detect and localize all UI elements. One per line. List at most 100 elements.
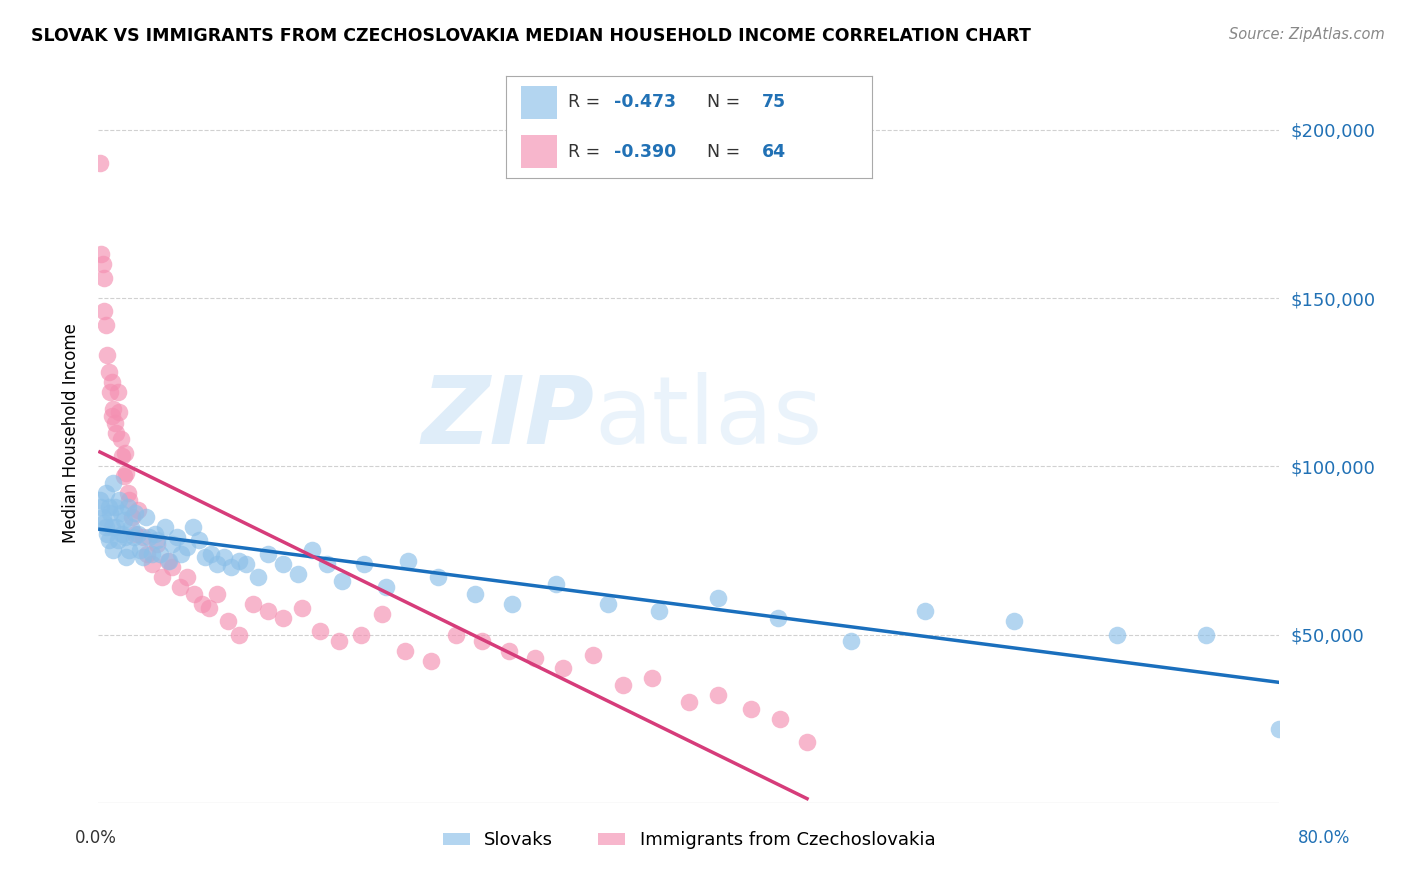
Text: SLOVAK VS IMMIGRANTS FROM CZECHOSLOVAKIA MEDIAN HOUSEHOLD INCOME CORRELATION CHA: SLOVAK VS IMMIGRANTS FROM CZECHOSLOVAKIA… [31,27,1031,45]
Point [464,587,486,601]
Point [257,604,280,618]
Point [128,543,150,558]
Bar [520,87,557,119]
Point [194,550,217,565]
Point [257,547,280,561]
Point [157,553,180,567]
Point [103,476,125,491]
Point [200,547,222,561]
Point [162,560,183,574]
Point [121,509,143,524]
Point [501,597,523,611]
Point [205,557,228,571]
Point [841,634,863,648]
Point [330,574,353,588]
Point [107,533,129,548]
Point [104,416,127,430]
Point [205,587,228,601]
Text: Source: ZipAtlas.com: Source: ZipAtlas.com [1229,27,1385,42]
Point [394,644,416,658]
Point [127,503,149,517]
Point [127,526,149,541]
Point [166,530,188,544]
Point [91,509,114,524]
Point [287,566,309,581]
Point [153,520,176,534]
Point [93,304,115,318]
Point [187,533,209,548]
Text: 64: 64 [762,143,786,161]
Text: -0.390: -0.390 [614,143,676,161]
Point [427,570,450,584]
Point [796,735,818,749]
Point [110,433,132,447]
Point [498,644,520,658]
Point [228,627,250,641]
Point [176,540,198,554]
Point [291,600,314,615]
Point [301,543,323,558]
Point [444,627,467,641]
Point [132,530,155,544]
Text: atlas: atlas [595,372,823,464]
Point [707,591,730,605]
Point [146,536,169,550]
Text: R =: R = [568,94,606,112]
Point [141,557,163,571]
Point [191,597,214,611]
Point [235,557,257,571]
Bar [520,136,557,168]
Point [96,526,118,541]
Point [198,600,221,615]
Point [124,507,146,521]
Point [93,270,115,285]
Point [98,385,121,400]
Point [1002,614,1025,628]
Point [136,547,159,561]
Point [117,500,139,514]
Point [678,695,700,709]
Point [107,385,129,400]
Point [149,547,172,561]
Point [181,520,204,534]
Point [398,553,420,567]
Point [114,446,136,460]
Point [183,587,205,601]
Point [212,550,235,565]
Point [546,577,568,591]
Point [89,156,111,170]
Point [596,597,619,611]
Text: -0.473: -0.473 [614,94,676,112]
Point [105,425,128,440]
Point [103,402,125,417]
Point [228,553,250,567]
Text: R =: R = [568,143,606,161]
Point [97,533,120,548]
Point [135,509,157,524]
Point [122,530,145,544]
Point [110,507,132,521]
Point [766,610,789,624]
Point [112,513,135,527]
Point [90,500,112,514]
Point [246,570,269,584]
Text: N =: N = [707,94,747,112]
Point [100,409,122,423]
Point [111,449,134,463]
Point [221,560,243,574]
Point [138,530,160,544]
Point [375,581,398,595]
Point [146,533,169,548]
Point [96,348,118,362]
Point [114,530,136,544]
Point [143,526,166,541]
Point [100,520,122,534]
Point [100,375,122,389]
Point [117,486,139,500]
Point [104,500,127,514]
Point [156,553,179,567]
Point [769,712,792,726]
Point [105,520,128,534]
Point [90,247,112,261]
Point [118,492,141,507]
